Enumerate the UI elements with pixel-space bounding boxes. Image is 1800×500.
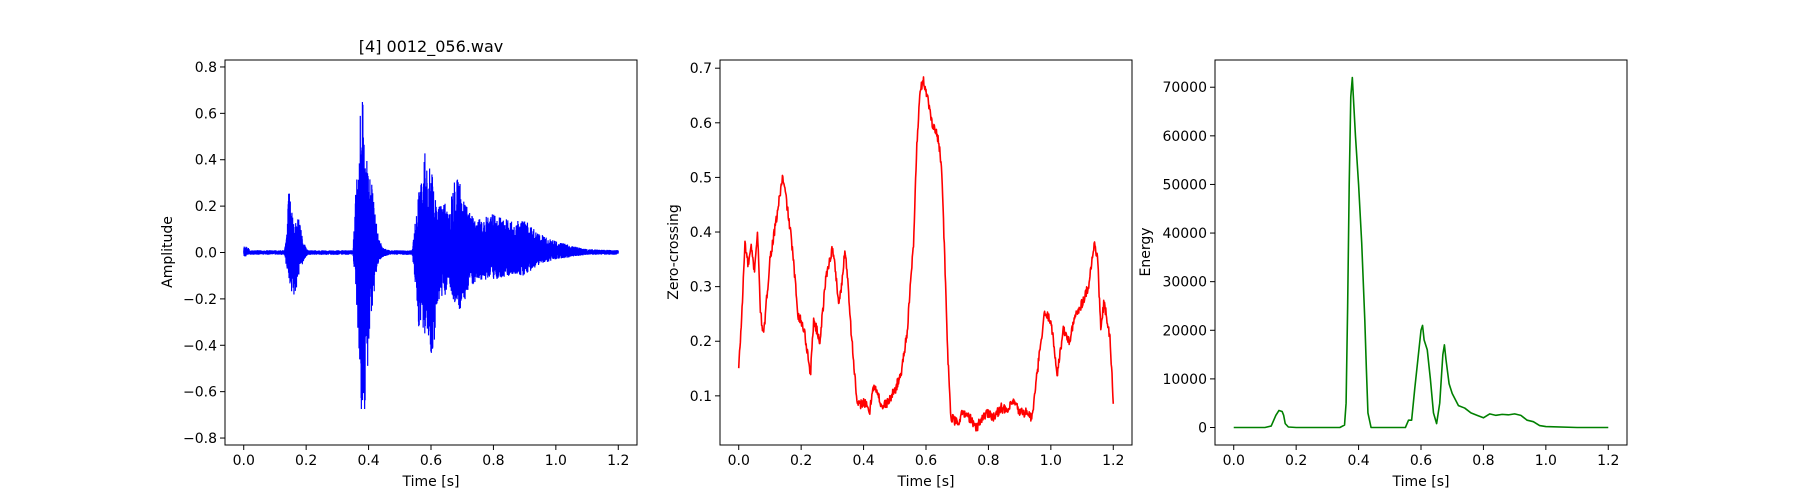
zero-crossing-x-tick-label: 0.4: [852, 453, 874, 469]
zero-crossing-y-tick-label: 0.5: [690, 170, 712, 186]
energy-y-label: Energy: [1138, 227, 1154, 276]
zero-crossing-x-tick-label: 1.2: [1102, 453, 1124, 469]
zero-crossing-y-tick-label: 0.4: [690, 225, 712, 241]
zero-crossing-x-tick-label: 0.2: [790, 453, 812, 469]
energy-y-tick-label: 50000: [1162, 177, 1207, 193]
zero-crossing-y-tick-label: 0.7: [690, 61, 712, 77]
energy-y-tick-label: 0: [1198, 421, 1207, 437]
zero-crossing-x-tick-label: 0.8: [977, 453, 999, 469]
energy-y-tick-label: 10000: [1162, 372, 1207, 388]
zero-crossing-plot-area: [720, 60, 1132, 445]
zero-crossing-x-tick-label: 0.6: [915, 453, 937, 469]
waveform-y-tick-label: 0.4: [195, 153, 217, 169]
energy-y-tick-label: 30000: [1162, 275, 1207, 291]
waveform-x-label: Time [s]: [402, 474, 460, 490]
waveform-x-tick-label: 1.0: [545, 453, 567, 469]
zero-crossing-y-tick-label: 0.3: [690, 280, 712, 296]
zero-crossing-panel: 0.0 0.2 0.4 0.6 0.8 1.0 1.2 0.1 0.2 0.3 0.4 0.5 0.6…: [666, 60, 1132, 490]
waveform-y-tick-label: −0.6: [183, 385, 217, 401]
energy-x-tick-label: 1.2: [1597, 453, 1619, 469]
waveform-x-tick-label: 0.8: [482, 453, 504, 469]
waveform-x-tick-label: 0.2: [295, 453, 317, 469]
energy-y-tick-label: 60000: [1162, 129, 1207, 145]
energy-x-tick-label: 0.0: [1223, 453, 1245, 469]
energy-x-tick-label: 1.0: [1535, 453, 1557, 469]
energy-x-label: Time [s]: [1392, 474, 1450, 490]
energy-plot-area: [1215, 60, 1627, 445]
zero-crossing-y-tick-label: 0.1: [690, 389, 712, 405]
waveform-y-tick-label: −0.4: [183, 338, 217, 354]
waveform-x-tick-label: 0.6: [420, 453, 442, 469]
waveform-y-tick-label: 0.2: [195, 199, 217, 215]
waveform-x-tick-label: 0.0: [233, 453, 255, 469]
zero-crossing-y-tick-label: 0.2: [690, 334, 712, 350]
energy-y-tick-label: 70000: [1162, 80, 1207, 96]
zero-crossing-y-label: Zero-crossing: [666, 204, 682, 299]
zero-crossing-x-tick-label: 0.0: [728, 453, 750, 469]
zero-crossing-y-tick-label: 0.6: [690, 116, 712, 132]
waveform-panel: 0.0 0.2 0.4 0.6 0.8 1.0 1.2 −0.8 −0.6 −0.4 −0.2 0.…: [160, 37, 637, 490]
energy-x-tick-label: 0.6: [1410, 453, 1432, 469]
energy-y-tick-label: 20000: [1162, 323, 1207, 339]
zero-crossing-x-label: Time [s]: [897, 474, 955, 490]
waveform-y-tick-label: 0.8: [195, 60, 217, 76]
zero-crossing-x-tick-label: 1.0: [1040, 453, 1062, 469]
waveform-y-tick-label: 0.0: [195, 246, 217, 262]
waveform-title: [4] 0012_056.wav: [359, 37, 503, 57]
waveform-x-tick-label: 1.2: [607, 453, 629, 469]
energy-x-tick-label: 0.8: [1472, 453, 1494, 469]
waveform-y-label: Amplitude: [160, 216, 176, 288]
waveform-y-tick-label: −0.2: [183, 292, 217, 308]
waveform-y-tick-label: −0.8: [183, 431, 217, 447]
waveform-x-tick-label: 0.4: [357, 453, 379, 469]
energy-y-tick-label: 40000: [1162, 226, 1207, 242]
energy-x-tick-label: 0.2: [1285, 453, 1307, 469]
waveform-y-tick-label: 0.6: [195, 106, 217, 122]
energy-x-tick-label: 0.4: [1347, 453, 1369, 469]
